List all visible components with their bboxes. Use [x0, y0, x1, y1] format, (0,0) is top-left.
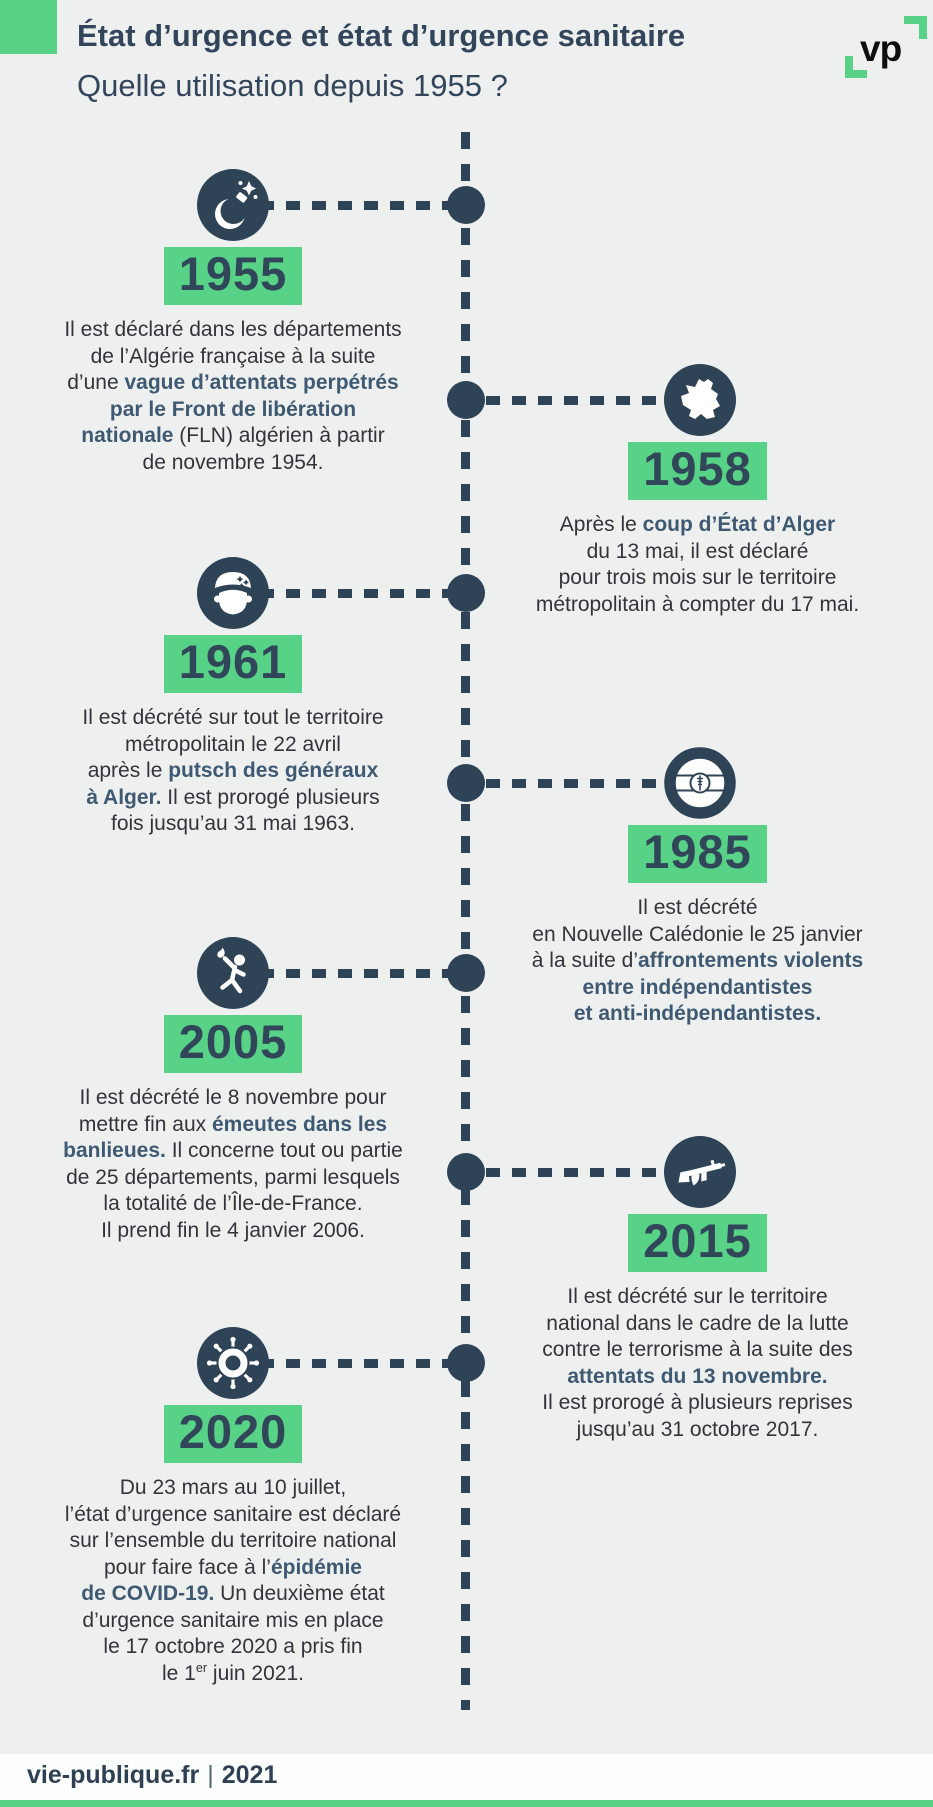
footer-site: vie-publique.fr — [27, 1761, 200, 1789]
timeline-spine — [461, 132, 470, 1710]
footer-credit: vie-publique.fr | 2021 — [27, 1761, 277, 1790]
timeline-node-dot — [447, 1344, 485, 1382]
footer: vie-publique.fr | 2021 — [0, 1754, 933, 1800]
page-subtitle: Quelle utilisation depuis 1955 ? — [77, 68, 508, 103]
timeline-node-dot — [447, 381, 485, 419]
connector-line — [486, 779, 678, 788]
entry-description: Il est décrété sur le territoire nationa… — [542, 1285, 853, 1441]
connector-line — [260, 589, 450, 598]
connector-line — [260, 969, 450, 978]
connector-line — [486, 1168, 678, 1177]
vie-publique-logo: vp — [845, 16, 927, 78]
year-badge: 1958 — [628, 442, 767, 500]
entry-description: Il est décrété sur tout le territoire mé… — [82, 706, 384, 835]
timeline-node-dot — [447, 764, 485, 802]
virus-icon — [197, 1327, 269, 1399]
timeline-node-dot — [447, 186, 485, 224]
year-badge: 2015 — [628, 1214, 767, 1272]
general-beret-icon — [197, 557, 269, 629]
entry-description: Il est déclaré dans les départements de … — [64, 318, 402, 474]
year-badge: 2020 — [163, 1405, 303, 1463]
timeline-node-dot — [447, 954, 485, 992]
year-badge: 1955 — [163, 247, 303, 305]
connector-line — [260, 201, 450, 210]
footer-accent-strip — [0, 1800, 933, 1807]
rioter-icon — [197, 937, 269, 1009]
header-accent-square — [0, 0, 57, 54]
france-map-icon — [664, 364, 736, 436]
page-title: État d’urgence et état d’urgence sanitai… — [77, 18, 686, 53]
year-badge: 1985 — [628, 825, 767, 883]
entry-description: Après le coup d’État d’Alger du 13 mai, … — [535, 513, 860, 616]
connector-line — [260, 1359, 450, 1368]
rifle-icon — [664, 1136, 736, 1208]
timeline-node-dot — [447, 1153, 485, 1191]
logo-bracket-top-right-icon — [904, 16, 927, 39]
entry-description: Il est décrété en Nouvelle Calédonie le … — [531, 896, 864, 1025]
logo-bracket-bottom-left-icon — [845, 56, 867, 78]
timeline-node-dot — [447, 574, 485, 612]
year-badge: 2005 — [163, 1015, 303, 1073]
entry-description: Il est décrété le 8 novembre pour mettre… — [63, 1086, 403, 1242]
connector-line — [486, 396, 678, 405]
bomb-icon — [197, 169, 269, 241]
entry-description: Du 23 mars au 10 juillet, l’état d’urgen… — [64, 1476, 402, 1685]
footer-separator: | — [207, 1761, 214, 1789]
footer-year: 2021 — [221, 1761, 278, 1789]
logo-text: vp — [860, 28, 902, 69]
year-badge: 1961 — [163, 635, 303, 693]
new-caledonia-flag-icon — [664, 747, 736, 819]
